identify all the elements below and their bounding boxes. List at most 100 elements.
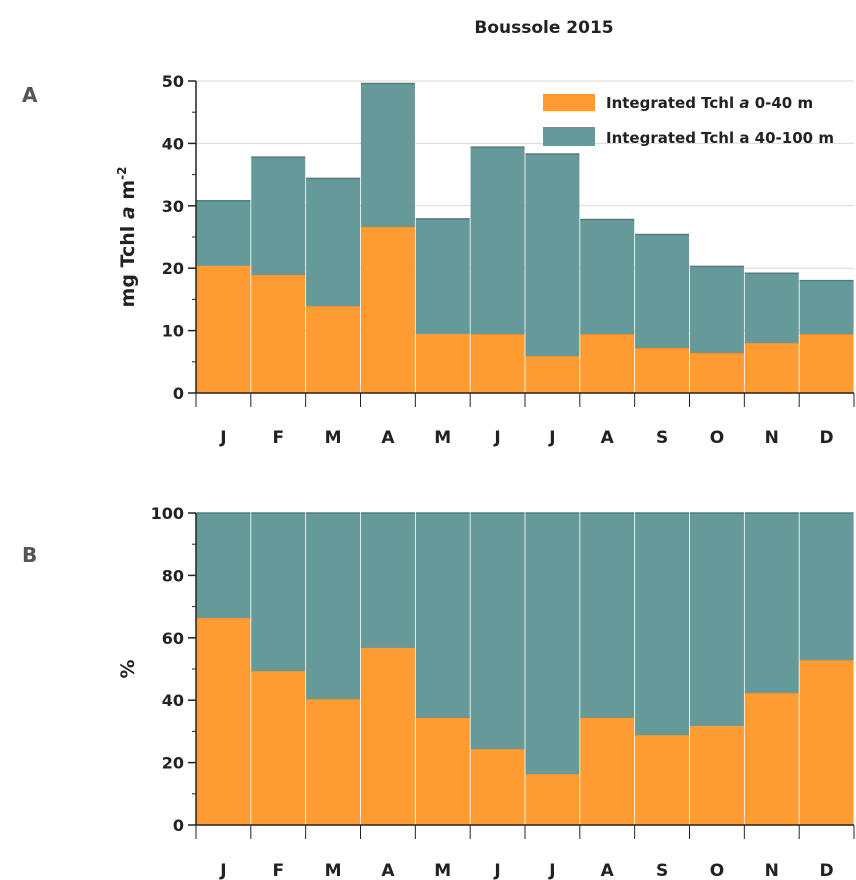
y-tick-label-a: 10 xyxy=(162,322,184,341)
x-tick-label-a-4: M xyxy=(434,428,451,448)
x-tick-label-b-10: N xyxy=(765,861,779,880)
bar-a-deep-10 xyxy=(744,273,799,343)
bar-a-deep-5 xyxy=(470,147,525,334)
bar-a-surface-10 xyxy=(744,342,799,393)
bar-a-deep-9 xyxy=(689,266,744,353)
bar-a-deep-2 xyxy=(306,178,361,306)
bar-b-deep-10 xyxy=(744,513,799,693)
bar-a-surface-8 xyxy=(635,347,690,393)
bar-b-surface-9 xyxy=(689,725,744,825)
x-tick-label-a-7: A xyxy=(601,428,615,448)
chart-panel-b: 0 20 40 60 80 100 J F M A M J J A S O N D xyxy=(151,504,855,880)
y-tick-label-b: 60 xyxy=(162,629,184,648)
bar-b-surface-2 xyxy=(306,698,361,825)
legend-swatch-deep xyxy=(543,127,595,146)
bar-b-deep-8 xyxy=(635,513,690,735)
bar-b-surface-6 xyxy=(525,773,580,825)
bar-a-deep-11 xyxy=(799,280,854,334)
bar-b-surface-3 xyxy=(360,647,415,825)
bar-a-surface-11 xyxy=(799,333,854,393)
x-tick-label-a-0: J xyxy=(219,428,226,448)
y-tick-label-b: 80 xyxy=(162,566,184,585)
bar-b-surface-8 xyxy=(635,734,690,825)
panel-label-b: B xyxy=(22,543,37,567)
bar-b-deep-1 xyxy=(251,513,306,671)
x-tick-label-a-5: J xyxy=(493,428,500,448)
bar-a-surface-6 xyxy=(525,355,580,393)
legend-label-surface-pre: Integrated Tchl xyxy=(606,94,739,112)
y-tick-label-b: 0 xyxy=(173,816,184,835)
bar-b-surface-5 xyxy=(470,748,525,825)
x-tick-label-b-5: J xyxy=(493,861,500,880)
bar-a-deep-3 xyxy=(360,83,415,227)
bar-b-deep-9 xyxy=(689,513,744,726)
bar-b-surface-7 xyxy=(580,717,635,825)
panel-label-a: A xyxy=(22,83,38,107)
bar-b-deep-5 xyxy=(470,513,525,749)
y-axis-label-a: mg Tchl a m-2 xyxy=(115,167,139,308)
bar-a-surface-3 xyxy=(360,226,415,393)
legend-label-deep: Integrated Tchl a 40-100 m xyxy=(606,129,834,147)
bar-b-deep-11 xyxy=(799,513,854,660)
y-tick-label-a: 0 xyxy=(173,384,184,403)
x-tick-label-a-3: A xyxy=(381,428,395,448)
bar-b-deep-0 xyxy=(196,513,251,618)
y-tick-label-a: 30 xyxy=(162,197,184,216)
x-tick-label-a-2: M xyxy=(325,428,342,448)
y-axis-label-a-unit: m xyxy=(117,180,139,206)
bar-b-surface-10 xyxy=(744,692,799,825)
bar-a-surface-0 xyxy=(196,265,251,393)
x-tick-label-b-6: J xyxy=(548,861,555,880)
x-tick-label-a-10: N xyxy=(765,428,779,448)
x-tick-label-b-9: O xyxy=(710,861,724,880)
y-axis-label-a-italic: a xyxy=(117,206,139,219)
bar-b-deep-6 xyxy=(525,513,580,774)
bar-b-surface-1 xyxy=(251,670,306,825)
bar-a-deep-1 xyxy=(251,157,306,275)
legend: Integrated Tchl a 0-40 m Integrated Tchl… xyxy=(543,94,834,147)
bar-a-deep-0 xyxy=(196,200,251,266)
chart-panel-a: 0 10 20 30 40 50 J F M A M J J A S O N D xyxy=(162,72,855,448)
legend-label-surface: Integrated Tchl a 0-40 m xyxy=(606,94,813,112)
x-tick-label-a-1: F xyxy=(272,428,284,448)
bar-b-deep-2 xyxy=(306,513,361,699)
x-tick-label-b-0: J xyxy=(219,861,226,880)
legend-label-surface-italic: a xyxy=(739,94,749,112)
bar-a-surface-7 xyxy=(580,333,635,393)
bar-b-deep-7 xyxy=(580,513,635,718)
bar-a-deep-8 xyxy=(635,234,690,348)
bar-a-surface-4 xyxy=(415,333,470,393)
bar-a-deep-6 xyxy=(525,154,580,356)
bar-a-deep-7 xyxy=(580,219,635,334)
y-axis-label-b: % xyxy=(117,659,139,678)
bar-b-surface-11 xyxy=(799,659,854,825)
x-tick-label-b-1: F xyxy=(272,861,284,880)
y-axis-label-a-sup: -2 xyxy=(115,167,129,180)
x-tick-label-b-7: A xyxy=(601,861,615,880)
y-tick-label-a: 50 xyxy=(162,72,184,91)
bar-b-deep-3 xyxy=(360,513,415,648)
y-tick-label-b: 20 xyxy=(162,754,184,773)
x-tick-label-a-6: J xyxy=(548,428,555,448)
bar-b-surface-0 xyxy=(196,617,251,825)
y-tick-label-b: 100 xyxy=(151,504,184,523)
y-tick-label-a: 40 xyxy=(162,134,184,153)
bar-a-surface-9 xyxy=(689,352,744,393)
bar-a-deep-4 xyxy=(415,218,470,334)
x-tick-label-b-8: S xyxy=(656,861,668,880)
x-tick-label-b-2: M xyxy=(325,861,342,880)
bar-a-surface-1 xyxy=(251,274,306,393)
legend-label-surface-post: 0-40 m xyxy=(749,94,813,112)
x-tick-label-b-4: M xyxy=(434,861,451,880)
y-tick-label-a: 20 xyxy=(162,259,184,278)
x-tick-label-a-11: D xyxy=(820,428,834,448)
x-tick-label-b-3: A xyxy=(381,861,395,880)
bar-b-deep-4 xyxy=(415,513,470,718)
legend-swatch-surface xyxy=(543,94,595,111)
bar-a-surface-5 xyxy=(470,333,525,393)
chart-title: Boussole 2015 xyxy=(474,18,613,38)
x-tick-label-a-9: O xyxy=(710,428,724,448)
y-tick-label-b: 40 xyxy=(162,691,184,710)
x-tick-label-a-8: S xyxy=(656,428,668,448)
